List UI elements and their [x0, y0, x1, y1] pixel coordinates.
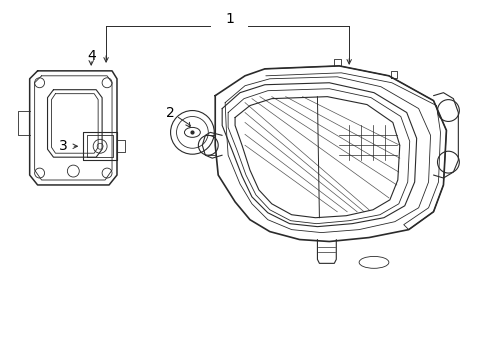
- Text: 2: 2: [166, 105, 175, 120]
- Text: 1: 1: [225, 12, 234, 26]
- Text: 3: 3: [59, 139, 68, 153]
- Text: 4: 4: [87, 49, 95, 63]
